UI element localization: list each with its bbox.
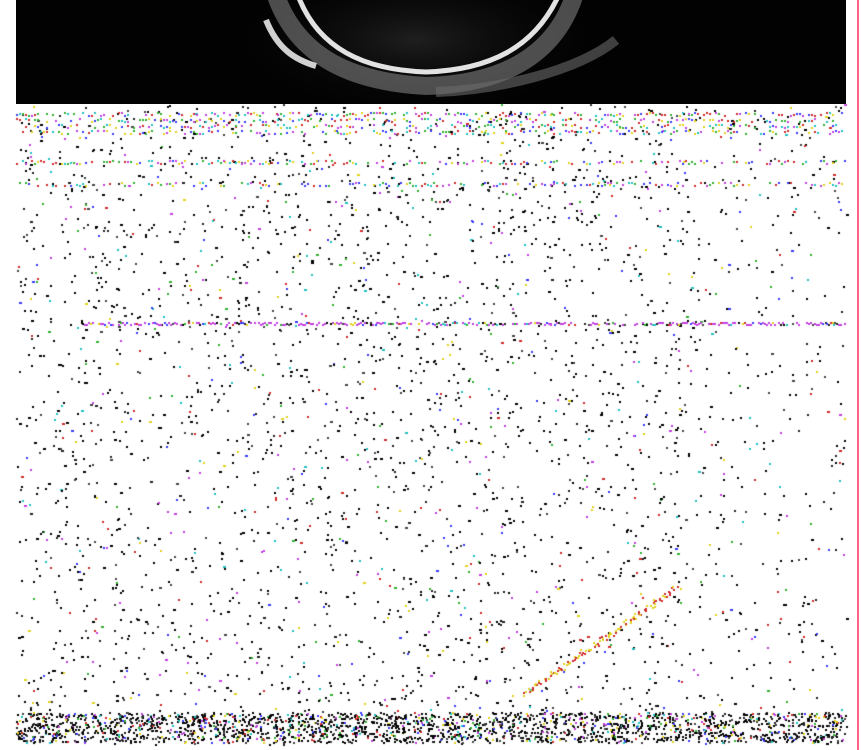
right-edge-line [857,0,859,750]
